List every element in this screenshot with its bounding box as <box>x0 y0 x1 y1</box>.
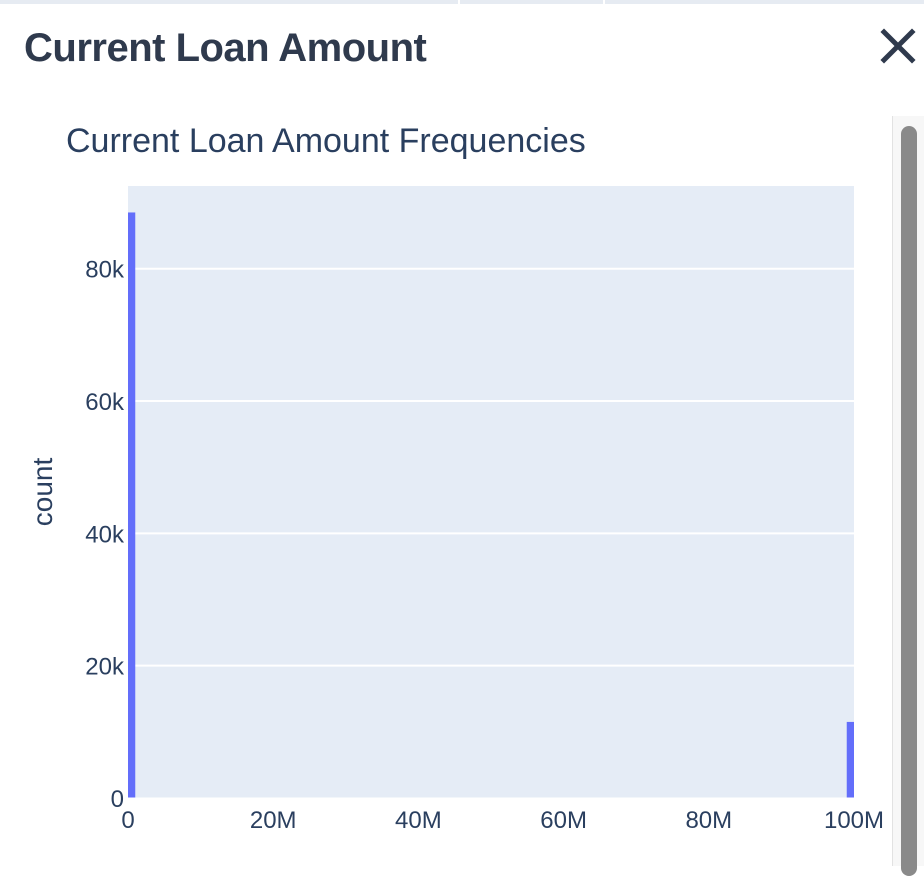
x-tick-label: 80M <box>685 807 732 834</box>
y-tick-label: 80k <box>85 257 125 284</box>
chart-title: Current Loan Amount Frequencies <box>66 122 586 160</box>
x-tick-label: 40M <box>395 807 442 834</box>
chart-container: Current Loan Amount Frequencies 0 20k 40k 60… <box>0 96 892 866</box>
x-tick-label: 100M <box>824 807 884 834</box>
tab-separator <box>458 0 460 4</box>
y-axis-label: count <box>27 458 58 527</box>
histogram-bar <box>128 212 136 799</box>
close-button[interactable] <box>876 24 920 68</box>
x-tick-label: 60M <box>540 807 587 834</box>
y-tick-label: 20k <box>85 654 125 681</box>
tab-separator <box>603 0 605 4</box>
y-tick-label: 0 <box>111 786 124 813</box>
scrollbar-thumb[interactable] <box>901 126 917 876</box>
histogram-chart: Current Loan Amount Frequencies 0 20k 40k 60… <box>27 122 884 834</box>
y-tick-label: 60k <box>85 389 125 416</box>
histogram-bar <box>846 721 854 798</box>
top-tab-strip <box>0 0 924 4</box>
x-tick-label: 0 <box>121 807 134 834</box>
close-icon <box>880 28 916 64</box>
scrollbar-track[interactable] <box>892 116 924 876</box>
plot-area <box>128 186 854 798</box>
y-tick-label: 40k <box>85 521 125 548</box>
x-tick-label: 20M <box>250 807 297 834</box>
panel-title: Current Loan Amount <box>24 26 427 70</box>
